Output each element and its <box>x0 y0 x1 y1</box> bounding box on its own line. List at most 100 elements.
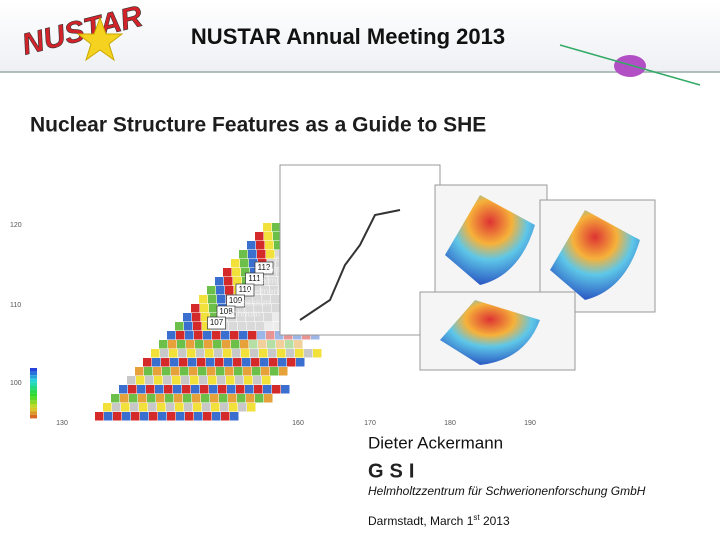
nuclide <box>200 304 209 313</box>
nuclide <box>243 367 252 376</box>
nuclide <box>246 313 255 322</box>
nuclide <box>156 394 165 403</box>
nuclide <box>263 385 272 394</box>
nuclide <box>313 349 322 358</box>
nuclide <box>247 403 256 412</box>
y-axis-label: 120 <box>10 222 22 229</box>
nuclide <box>131 412 140 421</box>
legend-swatch <box>30 389 37 394</box>
nuclide <box>173 385 182 394</box>
nuclide <box>244 376 253 385</box>
atom-track <box>559 44 701 86</box>
nuclide <box>264 232 273 241</box>
nuclide <box>179 358 188 367</box>
nuclide <box>238 403 247 412</box>
nuclide <box>162 367 171 376</box>
nuclide <box>239 250 248 259</box>
y-axis-label: 110 <box>10 302 21 309</box>
nuclide <box>256 322 265 331</box>
nuclide <box>175 322 184 331</box>
nuclide <box>235 376 244 385</box>
nuclide <box>217 295 226 304</box>
nuclide <box>276 340 285 349</box>
nuclide <box>229 322 238 331</box>
nuclide <box>258 340 267 349</box>
nuclide <box>194 412 203 421</box>
nuclide <box>201 313 210 322</box>
nuclide <box>234 367 243 376</box>
nuclide <box>202 322 211 331</box>
nuclide <box>130 403 139 412</box>
atom-icon <box>614 55 646 77</box>
header-title: NUSTAR Annual Meeting 2013 <box>191 24 505 49</box>
nuclide <box>186 340 195 349</box>
nuclide <box>160 349 169 358</box>
date-suffix: 2013 <box>480 514 510 528</box>
contour <box>445 195 535 285</box>
nuclide <box>249 259 258 268</box>
nuclide <box>272 223 281 232</box>
nuclide <box>224 358 233 367</box>
nuclide <box>119 385 128 394</box>
nuclide <box>167 331 176 340</box>
nuclide <box>103 403 112 412</box>
nuclide <box>212 331 221 340</box>
nuclide <box>281 385 290 394</box>
element-box <box>207 316 226 330</box>
nuclide <box>248 250 257 259</box>
nuclide <box>191 304 200 313</box>
nuclide <box>274 322 283 331</box>
nuclide <box>161 358 170 367</box>
x-axis-label: 180 <box>444 420 456 427</box>
nuclide <box>275 250 284 259</box>
nuclide <box>208 376 217 385</box>
nuclide <box>294 340 303 349</box>
nuclide <box>270 286 279 295</box>
nuclide <box>183 394 192 403</box>
date-sup: st <box>473 513 480 522</box>
nuclide <box>209 385 218 394</box>
nuclide <box>265 241 274 250</box>
element-box <box>245 272 264 286</box>
nuclide <box>263 304 272 313</box>
nuclide <box>264 394 273 403</box>
nuclide <box>182 385 191 394</box>
nuclide <box>217 376 226 385</box>
nuclide <box>192 313 201 322</box>
nuclide <box>185 331 194 340</box>
x-axis-label: 130 <box>56 420 68 427</box>
nuclide <box>111 394 120 403</box>
nuclide <box>250 268 259 277</box>
nuclide <box>206 358 215 367</box>
legend-swatch <box>30 375 37 379</box>
nuclide <box>210 394 219 403</box>
nuclide <box>261 367 270 376</box>
nuclide <box>277 349 286 358</box>
nuclide <box>254 304 263 313</box>
slide-title: Nuclear Structure Features as a Guide to… <box>30 114 486 137</box>
nuclide <box>262 295 271 304</box>
nuclide <box>260 358 269 367</box>
nuclide <box>139 403 148 412</box>
nuclide <box>221 412 230 421</box>
nuclide <box>201 394 210 403</box>
nuclide <box>251 358 260 367</box>
element-box <box>254 261 274 275</box>
x-axis-label: 170 <box>364 420 376 427</box>
nuclide <box>225 367 234 376</box>
nuclide <box>221 331 230 340</box>
nuclide <box>230 331 239 340</box>
nuclide <box>136 376 145 385</box>
element-z: 109 <box>229 296 243 305</box>
element-box <box>235 283 255 297</box>
nuclide <box>129 394 138 403</box>
nuclide <box>214 349 223 358</box>
date: Darmstadt, March 1st 2013 <box>368 513 510 528</box>
nuclide <box>207 286 216 295</box>
nuclide <box>263 223 272 232</box>
nuclide <box>120 394 129 403</box>
nuclide <box>250 349 259 358</box>
nuclide <box>121 403 130 412</box>
nuclide <box>112 403 121 412</box>
